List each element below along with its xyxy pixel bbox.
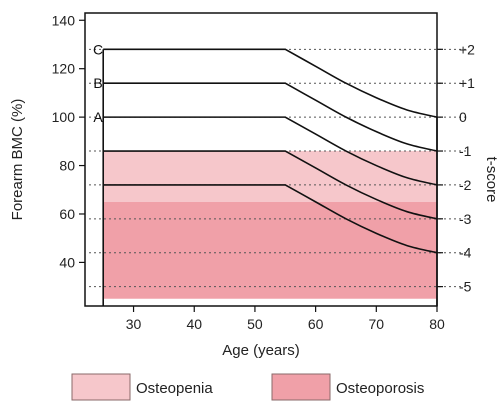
y-tick-label: 80 (59, 158, 75, 174)
curve-c (103, 48, 438, 118)
legend: Osteopenia Osteoporosis (71, 373, 424, 401)
plot-frame (84, 12, 438, 307)
curve-a (103, 116, 438, 186)
bmc-curves (102, 48, 438, 306)
x-tick-label: 80 (429, 316, 445, 332)
curve-label-c: C (93, 41, 103, 57)
t-score-tick-label: -3 (459, 211, 472, 227)
curve-labels: C B A (93, 41, 103, 125)
t-score-axis-label: t-score (483, 157, 500, 203)
t-score-tick-label: -5 (459, 279, 472, 295)
curve-lower-4 (103, 184, 438, 254)
shaded-regions (103, 151, 437, 299)
x-axis-ticks: 30 40 50 60 70 80 (126, 306, 445, 332)
legend-label-osteoporosis: Osteoporosis (336, 380, 424, 397)
x-tick-label: 60 (308, 316, 324, 332)
t-score-tick-label: 0 (459, 109, 467, 125)
region-osteoporosis (103, 201, 437, 299)
region-osteopenia (103, 151, 437, 202)
t-score-tick-label: +2 (459, 41, 475, 57)
y-tick-label: 140 (52, 12, 76, 28)
legend-swatch-osteoporosis (271, 373, 331, 401)
t-score-tick-label: -2 (459, 177, 472, 193)
y-tick-label: 100 (52, 109, 76, 125)
t-score-tick-label: -1 (459, 143, 472, 159)
curve-label-a: A (93, 109, 103, 125)
curve-lower-3 (103, 150, 438, 220)
legend-label-osteopenia: Osteopenia (136, 380, 213, 397)
x-tick-label: 40 (186, 316, 202, 332)
curve-label-b: B (93, 75, 102, 91)
x-tick-label: 70 (369, 316, 385, 332)
x-tick-label: 30 (126, 316, 142, 332)
t-score-axis-ticks: +2 +1 0 -1 -2 -3 -4 -5 (437, 41, 475, 295)
y-tick-label: 40 (59, 254, 75, 270)
y-axis-ticks: 40 60 80 100 120 140 (52, 12, 85, 270)
x-axis-label: Age (years) (222, 342, 300, 359)
x-tick-label: 50 (247, 316, 263, 332)
y-axis-label: Forearm BMC (%) (9, 99, 26, 221)
legend-swatch-osteopenia (71, 373, 131, 401)
t-score-gridlines (89, 48, 467, 288)
t-score-tick-label: +1 (459, 75, 475, 91)
y-tick-label: 60 (59, 206, 75, 222)
curve-b (103, 82, 438, 152)
t-score-tick-label: -4 (459, 245, 472, 261)
y-tick-label: 120 (52, 61, 76, 77)
